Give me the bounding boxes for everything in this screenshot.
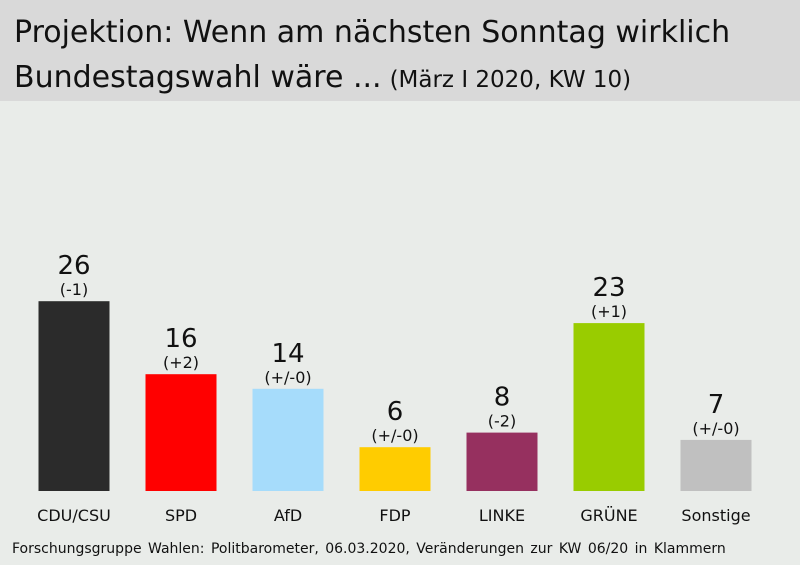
change-label-grüne: (+1) bbox=[591, 302, 627, 321]
bar-grüne bbox=[573, 323, 645, 491]
chart-subtitle: (März I 2020, KW 10) bbox=[389, 67, 632, 93]
change-label-afd: (+/-0) bbox=[264, 368, 311, 387]
value-label-spd: 16 bbox=[164, 324, 197, 354]
chart-title-line-1: Projektion: Wenn am nächsten Sonntag wir… bbox=[14, 15, 731, 50]
bar-linke bbox=[466, 432, 538, 491]
bar-spd bbox=[145, 374, 217, 491]
value-label-grüne: 23 bbox=[592, 273, 625, 303]
category-label-cdu-csu: CDU/CSU bbox=[37, 506, 111, 525]
change-label-linke: (-2) bbox=[488, 412, 516, 431]
change-label-sonstige: (+/-0) bbox=[692, 419, 739, 438]
bar-chart: 26(-1)CDU/CSU16(+2)SPD14(+/-0)AfD6(+/-0)… bbox=[37, 251, 752, 525]
value-label-sonstige: 7 bbox=[708, 390, 725, 420]
category-label-afd: AfD bbox=[274, 506, 302, 525]
value-label-afd: 14 bbox=[271, 339, 304, 369]
change-label-fdp: (+/-0) bbox=[371, 426, 418, 445]
category-label-grüne: GRÜNE bbox=[580, 506, 637, 525]
title-banner: Projektion: Wenn am nächsten Sonntag wir… bbox=[0, 0, 800, 101]
bar-fdp bbox=[359, 447, 431, 491]
source-note: Forschungsgruppe Wahlen: Politbarometer,… bbox=[12, 541, 726, 557]
bar-cdu-csu bbox=[38, 301, 110, 491]
category-label-sonstige: Sonstige bbox=[681, 506, 750, 525]
bar-afd bbox=[252, 388, 324, 491]
value-label-fdp: 6 bbox=[387, 397, 404, 427]
category-label-spd: SPD bbox=[165, 506, 197, 525]
value-label-linke: 8 bbox=[494, 383, 511, 413]
chart-title-line-2-text: Bundestagswahl wäre ... bbox=[14, 60, 382, 95]
change-label-cdu-csu: (-1) bbox=[60, 280, 88, 299]
change-label-spd: (+2) bbox=[163, 353, 199, 372]
bar-sonstige bbox=[680, 439, 752, 491]
category-label-fdp: FDP bbox=[379, 506, 411, 525]
category-label-linke: LINKE bbox=[479, 506, 525, 525]
chart-title-line-2: Bundestagswahl wäre ... (März I 2020, KW … bbox=[14, 63, 631, 93]
value-label-cdu-csu: 26 bbox=[57, 251, 90, 281]
